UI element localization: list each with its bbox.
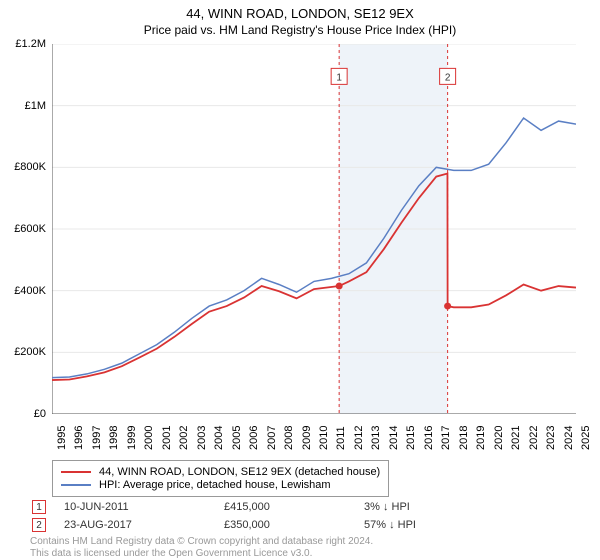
- tx-delta: 3% ↓ HPI: [364, 501, 410, 513]
- x-tick-label: 2017: [440, 426, 452, 450]
- x-tick-label: 2011: [335, 426, 347, 450]
- y-tick-label: £600K: [14, 223, 46, 235]
- x-tick-label: 1998: [108, 426, 120, 450]
- legend-swatch: [61, 484, 91, 486]
- chart-legend: 44, WINN ROAD, LONDON, SE12 9EX (detache…: [52, 460, 389, 497]
- x-tick-label: 2021: [510, 426, 522, 450]
- x-tick-label: 2023: [545, 426, 557, 450]
- chart-subtitle: Price paid vs. HM Land Registry's House …: [0, 23, 600, 37]
- legend-item: HPI: Average price, detached house, Lewi…: [61, 479, 380, 491]
- footer-line: Contains HM Land Registry data © Crown c…: [30, 536, 373, 548]
- x-tick-label: 2001: [161, 426, 173, 450]
- x-tick-label: 1999: [126, 426, 138, 450]
- tx-delta: 57% ↓ HPI: [364, 519, 416, 531]
- table-row: 2 23-AUG-2017 £350,000 57% ↓ HPI: [30, 516, 580, 534]
- svg-text:2: 2: [445, 72, 451, 83]
- x-tick-label: 2016: [423, 426, 435, 450]
- x-tick-label: 2006: [248, 426, 260, 450]
- y-tick-label: £400K: [14, 285, 46, 297]
- tx-price: £350,000: [224, 519, 364, 531]
- x-tick-label: 2003: [196, 426, 208, 450]
- svg-text:1: 1: [336, 72, 342, 83]
- footer-line: This data is licensed under the Open Gov…: [30, 548, 373, 560]
- marker-badge: 1: [32, 500, 46, 514]
- x-axis-labels: 1995 1996 1997 1998 1999 2000 2001 2002 2003 2004…: [52, 418, 576, 458]
- x-tick-label: 2019: [475, 426, 487, 450]
- line-chart: 12: [52, 44, 576, 414]
- x-tick-label: 2010: [318, 426, 330, 450]
- x-tick-label: 1996: [73, 426, 85, 450]
- x-tick-label: 2007: [266, 426, 278, 450]
- tx-date: 23-AUG-2017: [64, 519, 224, 531]
- x-tick-label: 2018: [458, 426, 470, 450]
- chart-title: 44, WINN ROAD, LONDON, SE12 9EX: [0, 6, 600, 21]
- legend-label: 44, WINN ROAD, LONDON, SE12 9EX (detache…: [99, 466, 380, 478]
- y-axis-labels: £0£200K£400K£600K£800K£1M£1.2M: [0, 44, 50, 414]
- legend-item: 44, WINN ROAD, LONDON, SE12 9EX (detache…: [61, 466, 380, 478]
- x-tick-label: 1997: [91, 426, 103, 450]
- tx-price: £415,000: [224, 501, 364, 513]
- x-tick-label: 2004: [213, 426, 225, 450]
- x-tick-label: 2002: [178, 426, 190, 450]
- transactions-table: 1 10-JUN-2011 £415,000 3% ↓ HPI 2 23-AUG…: [30, 498, 580, 534]
- x-tick-label: 2000: [143, 426, 155, 450]
- legend-swatch: [61, 471, 91, 473]
- table-row: 1 10-JUN-2011 £415,000 3% ↓ HPI: [30, 498, 580, 516]
- x-tick-label: 2009: [301, 426, 313, 450]
- tx-date: 10-JUN-2011: [64, 501, 224, 513]
- x-tick-label: 2020: [493, 426, 505, 450]
- y-tick-label: £800K: [14, 161, 46, 173]
- y-tick-label: £1M: [25, 100, 46, 112]
- x-tick-label: 2013: [370, 426, 382, 450]
- y-tick-label: £0: [34, 408, 46, 420]
- y-tick-label: £200K: [14, 346, 46, 358]
- chart-footer: Contains HM Land Registry data © Crown c…: [30, 536, 373, 560]
- x-tick-label: 2025: [580, 426, 592, 450]
- y-tick-label: £1.2M: [15, 38, 46, 50]
- x-tick-label: 1995: [56, 426, 68, 450]
- x-tick-label: 2015: [405, 426, 417, 450]
- x-tick-label: 2005: [231, 426, 243, 450]
- x-tick-label: 2014: [388, 426, 400, 450]
- x-tick-label: 2008: [283, 426, 295, 450]
- legend-label: HPI: Average price, detached house, Lewi…: [99, 479, 331, 491]
- marker-badge: 2: [32, 518, 46, 532]
- x-tick-label: 2024: [563, 426, 575, 450]
- x-tick-label: 2012: [353, 426, 365, 450]
- x-tick-label: 2022: [528, 426, 540, 450]
